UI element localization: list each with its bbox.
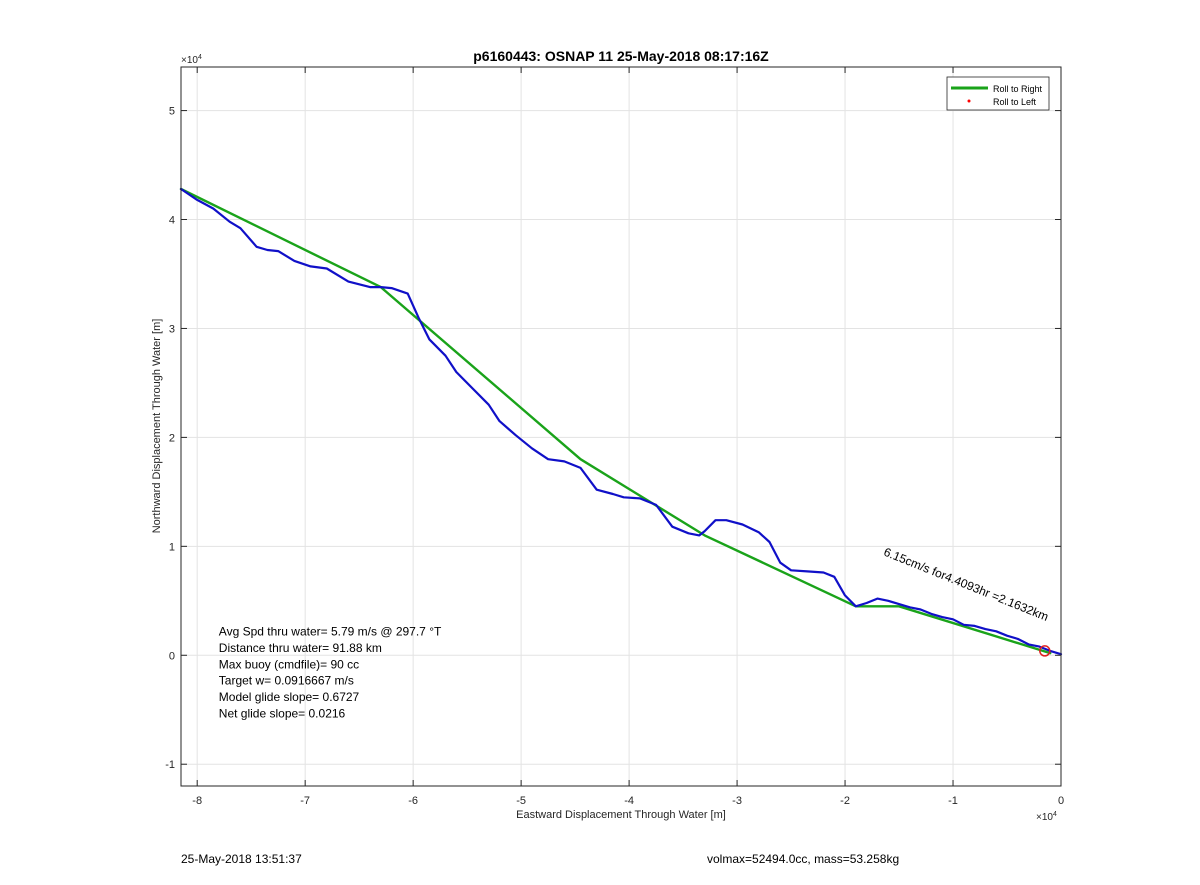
tick-layer: -8 -7 -6 -5 -4 -3 -2 -1 0 -1 0 1 2 3 4 5	[165, 67, 1064, 807]
legend: Roll to Right Roll to Left	[946, 76, 1050, 111]
x-tick-label: -1	[948, 795, 958, 807]
x-tick-label: -3	[732, 795, 742, 807]
y-exponent-power: 4	[198, 54, 202, 61]
x-exponent-base: ×10	[1036, 812, 1053, 823]
series-trajectory-line	[179, 187, 1063, 656]
x-tick-label: -5	[516, 795, 526, 807]
legend-dot-roll-left	[967, 99, 971, 103]
end-marker	[1039, 645, 1051, 657]
y-tick-label: 2	[169, 432, 175, 444]
annotation-layer: 6.15cm/s for4.4093hr =2.1632km Avg Spd th…	[219, 545, 1051, 721]
grid-layer	[181, 67, 1062, 786]
series-layer	[179, 187, 1063, 657]
x-exponent-power: 4	[1053, 811, 1057, 818]
x-axis-label: Eastward Displacement Through Water [m]	[516, 809, 726, 821]
legend-label-roll-left: Roll to Left	[993, 97, 1037, 107]
y-tick-label: 3	[169, 323, 175, 335]
footer-timestamp: 25-May-2018 13:51:37	[181, 852, 302, 866]
x-exponent-label: ×104	[1036, 811, 1057, 823]
footer-volmax-mass: volmax=52494.0cc, mass=53.258kg	[707, 852, 900, 866]
legend-box	[946, 76, 1050, 111]
stats-annotation-line: Avg Spd thru water= 5.79 m/s @ 297.7 °T	[219, 625, 442, 639]
speed-annotation: 6.15cm/s for4.4093hr =2.1632km	[882, 545, 1051, 624]
y-tick-label: 1	[169, 541, 175, 553]
x-tick-label: -2	[840, 795, 850, 807]
y-exponent-base: ×10	[181, 55, 198, 66]
series-roll-right-line	[179, 187, 1052, 655]
stats-annotation-line: Distance thru water= 91.88 km	[219, 641, 382, 655]
chart-title: p6160443: OSNAP 11 25-May-2018 08:17:16Z	[473, 48, 769, 64]
x-tick-label: -8	[192, 795, 202, 807]
legend-label-roll-right: Roll to Right	[993, 84, 1043, 94]
x-tick-label: 0	[1058, 795, 1064, 807]
x-tick-label: -7	[300, 795, 310, 807]
x-tick-label: -6	[408, 795, 418, 807]
axes-frame	[180, 66, 1062, 787]
y-exponent-label: ×104	[181, 54, 202, 66]
y-tick-label: 4	[169, 215, 175, 227]
y-axis-label: Northward Displacement Through Water [m]	[151, 319, 163, 534]
stats-annotation-line: Target w= 0.0916667 m/s	[219, 674, 354, 688]
stats-annotation-line: Max buoy (cmdfile)= 90 cc	[219, 657, 359, 671]
y-tick-label: 0	[169, 650, 175, 662]
stats-annotation-line: Model glide slope= 0.6727	[219, 690, 360, 704]
y-tick-label: 5	[169, 106, 175, 118]
stats-annotation-line: Net glide slope= 0.0216	[219, 706, 346, 720]
y-tick-label: -1	[165, 759, 175, 771]
x-tick-label: -4	[624, 795, 634, 807]
